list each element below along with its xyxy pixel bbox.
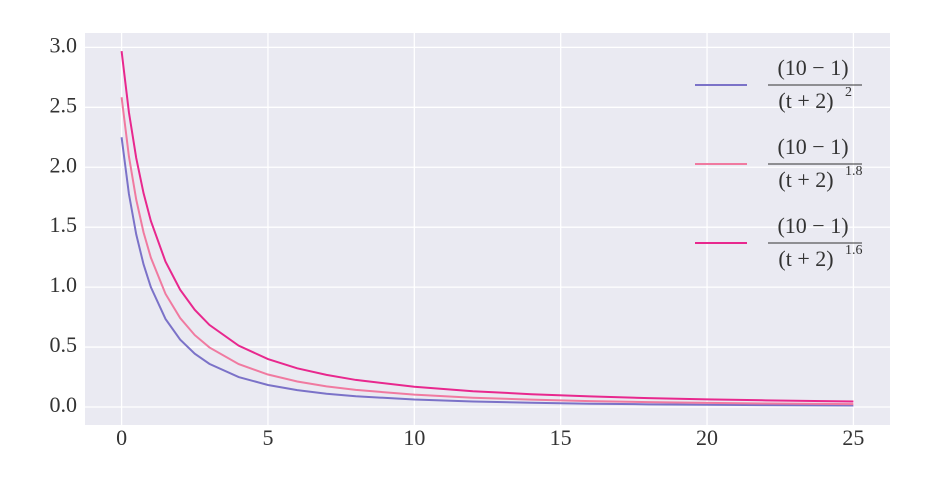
x-tick-label: 20 [696, 425, 718, 450]
x-tick-label: 15 [550, 425, 572, 450]
y-tick-label: 3.0 [50, 32, 78, 57]
legend-exponent: 1.6 [845, 243, 863, 258]
legend-numerator: (10 − 1) [777, 134, 848, 159]
x-tick-label: 25 [842, 425, 864, 450]
y-tick-label: 2.0 [50, 152, 78, 177]
legend-denominator: (t + 2) [778, 246, 833, 271]
series-line [120, 50, 854, 403]
x-tick-label: 0 [116, 425, 127, 450]
y-tick-label: 2.5 [50, 92, 78, 117]
legend-exponent: 1.8 [845, 164, 863, 179]
y-tick-label: 0.5 [50, 332, 78, 357]
x-tick-label: 10 [403, 425, 425, 450]
legend-denominator: (t + 2) [778, 167, 833, 192]
x-tick-label: 5 [262, 425, 273, 450]
y-tick-label: 1.0 [50, 272, 78, 297]
legend-numerator: (10 − 1) [777, 213, 848, 238]
series-line [120, 97, 854, 406]
legend-exponent: 2 [845, 85, 852, 100]
y-tick-label: 0.0 [50, 392, 78, 417]
plot-area [85, 33, 890, 425]
y-tick-label: 1.5 [50, 212, 78, 237]
legend-numerator: (10 − 1) [777, 55, 848, 80]
series-line [120, 137, 854, 407]
legend-denominator: (t + 2) [778, 88, 833, 113]
